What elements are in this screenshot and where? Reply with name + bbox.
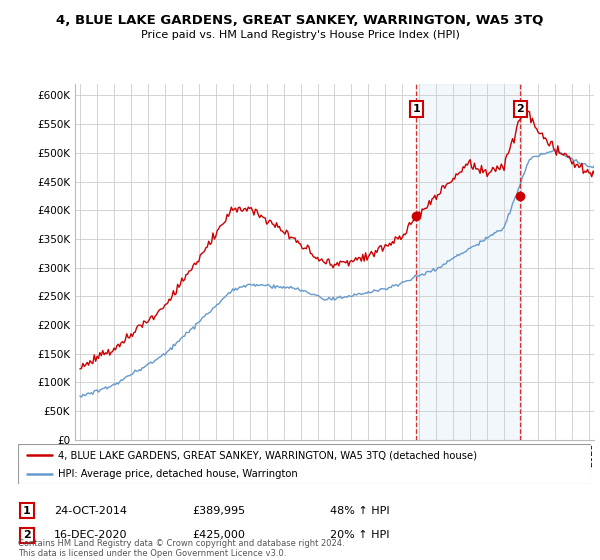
Text: HPI: Average price, detached house, Warrington: HPI: Average price, detached house, Warr… bbox=[58, 469, 298, 479]
Text: 4, BLUE LAKE GARDENS, GREAT SANKEY, WARRINGTON, WA5 3TQ: 4, BLUE LAKE GARDENS, GREAT SANKEY, WARR… bbox=[56, 14, 544, 27]
Text: 16-DEC-2020: 16-DEC-2020 bbox=[54, 530, 128, 540]
Text: £425,000: £425,000 bbox=[192, 530, 245, 540]
Text: Price paid vs. HM Land Registry's House Price Index (HPI): Price paid vs. HM Land Registry's House … bbox=[140, 30, 460, 40]
Text: 2: 2 bbox=[517, 104, 524, 114]
Bar bbox=[416, 84, 520, 440]
Text: 20% ↑ HPI: 20% ↑ HPI bbox=[330, 530, 389, 540]
Text: 24-OCT-2014: 24-OCT-2014 bbox=[54, 506, 127, 516]
Text: 48% ↑ HPI: 48% ↑ HPI bbox=[330, 506, 389, 516]
Text: 1: 1 bbox=[412, 104, 420, 114]
Text: 4, BLUE LAKE GARDENS, GREAT SANKEY, WARRINGTON, WA5 3TQ (detached house): 4, BLUE LAKE GARDENS, GREAT SANKEY, WARR… bbox=[58, 450, 477, 460]
Text: Contains HM Land Registry data © Crown copyright and database right 2024.
This d: Contains HM Land Registry data © Crown c… bbox=[18, 539, 344, 558]
Text: 2: 2 bbox=[23, 530, 31, 540]
Text: 1: 1 bbox=[23, 506, 31, 516]
Text: £389,995: £389,995 bbox=[192, 506, 245, 516]
